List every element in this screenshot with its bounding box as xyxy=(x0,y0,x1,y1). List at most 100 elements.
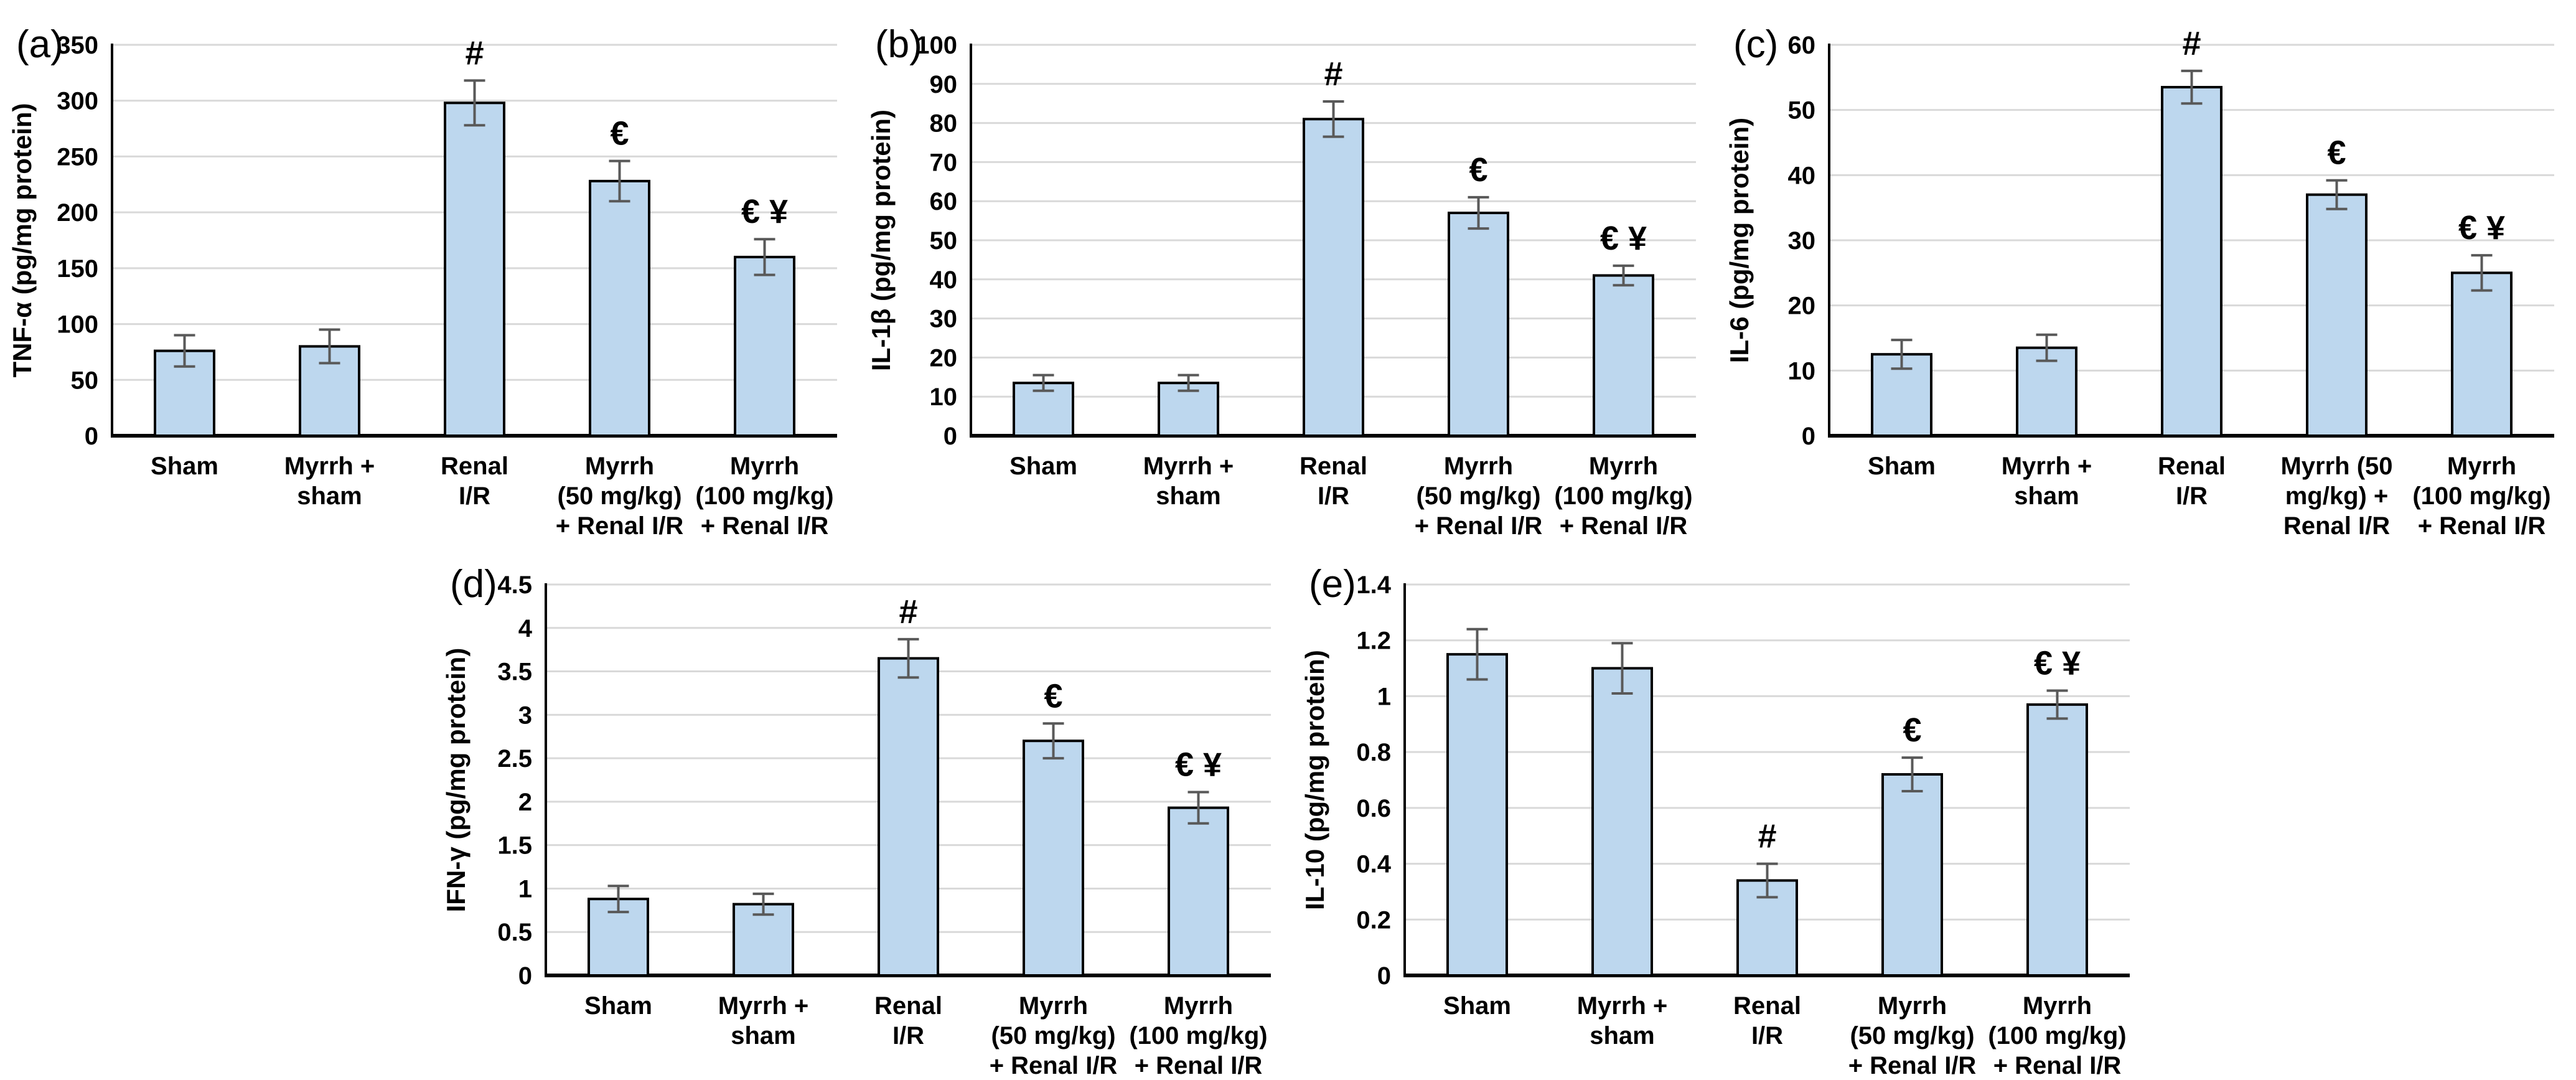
significance-marker: # xyxy=(2182,25,2201,62)
error-bar-myrrh-100-mg-kg-renal-i-r xyxy=(2471,254,2493,292)
chart-svg-e: 0 0.2 0.4 0.6 0.8 1 1.2 1.4 IL-10 (pg/mg protein… xyxy=(1300,563,2130,1079)
x-category-label: Myrrh + xyxy=(718,992,809,1020)
significance-marker: # xyxy=(1758,818,1776,855)
error-bar-myrrh-50-mg-kg-renal-i-r xyxy=(1042,722,1064,760)
x-category-label: + Renal I/R xyxy=(1415,512,1543,540)
y-tick-label: 1.5 xyxy=(497,832,532,860)
error-bar-sham xyxy=(607,885,629,914)
x-category-label: + Renal I/R xyxy=(990,1052,1118,1079)
y-tick-label: 0.8 xyxy=(1356,739,1391,766)
y-tick-label: 0 xyxy=(85,423,98,450)
significance-marker: € xyxy=(1469,151,1487,189)
bar-myrrh-50-mg-kg-renal-i-r xyxy=(1448,212,1509,437)
x-category-label: + Renal I/R xyxy=(1135,1052,1263,1079)
y-tick-label: 90 xyxy=(930,71,958,98)
chart-svg-b: 0 10 20 30 40 50 60 70 80 90 100 IL-1β (pg/mg prote… xyxy=(866,23,1696,540)
bar-myrrh-50-mg-kg-renal-i-r xyxy=(1023,740,1084,977)
x-category-label: I/R xyxy=(892,1022,924,1049)
significance-marker: € ¥ xyxy=(2034,644,2081,682)
y-tick-label: 1.4 xyxy=(1356,571,1391,599)
significance-marker: € ¥ xyxy=(741,193,788,230)
error-bar-sham xyxy=(1033,373,1054,392)
significance-marker: € ¥ xyxy=(1175,746,1222,784)
y-tick-label: 0.5 xyxy=(497,919,532,946)
y-tick-label: 0.2 xyxy=(1356,906,1391,934)
y-tick-label: 20 xyxy=(1788,293,1816,320)
x-category-label: + Renal I/R xyxy=(556,512,684,540)
x-category-label: sham xyxy=(731,1022,796,1049)
error-bar-renal-i-r xyxy=(464,79,485,127)
panel-letter-a: (a) xyxy=(16,23,63,66)
y-tick-label: 30 xyxy=(1788,227,1816,255)
chart-svg-c: 0 10 20 30 40 50 60 IL-6 (pg/mg protein) (c) Sham… xyxy=(1725,23,2554,540)
x-category-label: Sham xyxy=(1443,992,1511,1020)
y-tick-label: 70 xyxy=(930,149,958,176)
y-tick-label: 200 xyxy=(57,199,98,227)
x-category-label: sham xyxy=(1156,482,1221,510)
significance-marker: € xyxy=(1044,677,1062,715)
x-category-label: Myrrh (50 xyxy=(2280,453,2392,480)
y-tick-label: 250 xyxy=(57,143,98,171)
bar-myrrh-50-mg-kg-renal-i-r xyxy=(589,179,650,437)
x-category-label: sham xyxy=(297,482,362,510)
y-tick-label: 3 xyxy=(518,702,532,729)
x-category-label: I/R xyxy=(1751,1022,1783,1049)
x-category-label: (50 mg/kg) xyxy=(991,1022,1115,1049)
x-category-label: sham xyxy=(2014,482,2079,510)
error-bar-myrrh-sham xyxy=(1611,642,1633,695)
error-bar-myrrh-sham xyxy=(319,328,340,365)
x-category-label: I/R xyxy=(459,482,490,510)
bar-myrrh-100-mg-kg-renal-i-r xyxy=(2026,703,2088,977)
y-axis-title: IL-6 (pg/mg protein) xyxy=(1725,118,1754,363)
bar-renal-i-r xyxy=(1303,118,1364,437)
panel-letter-c: (c) xyxy=(1733,23,1778,66)
x-category-label: Renal xyxy=(1733,992,1801,1020)
x-category-label: (100 mg/kg) xyxy=(1988,1022,2126,1049)
x-category-label: + Renal I/R xyxy=(1993,1052,2122,1079)
error-bar-myrrh-100-mg-kg-renal-i-r xyxy=(2046,689,2068,720)
panel-c-il-6-chart: 0 10 20 30 40 50 60 IL-6 (pg/mg protein) (c) Sham… xyxy=(1717,0,2576,540)
x-category-label: (100 mg/kg) xyxy=(695,482,833,510)
x-category-label: Myrrh xyxy=(1444,453,1513,480)
x-category-label: Myrrh + xyxy=(1577,992,1668,1020)
x-category-label: (100 mg/kg) xyxy=(2412,482,2550,510)
x-category-label: (100 mg/kg) xyxy=(1554,482,1692,510)
y-tick-label: 60 xyxy=(930,188,958,215)
bar-myrrh-100-mg-kg-renal-i-r xyxy=(2451,271,2513,437)
error-bar-renal-i-r xyxy=(2181,69,2203,105)
x-category-label: Renal I/R xyxy=(2283,512,2390,540)
y-tick-label: 30 xyxy=(930,306,958,333)
chart-svg-a: 0 50 100 150 200 250 300 350 TNF-α (pg/mg protei… xyxy=(7,23,837,540)
y-axis-title: IL-1β (pg/mg protein) xyxy=(866,110,896,371)
x-category-label: Myrrh xyxy=(2447,453,2516,480)
y-tick-label: 4.5 xyxy=(497,571,532,599)
x-category-label: I/R xyxy=(1318,482,1349,510)
bar-myrrh-100-mg-kg-renal-i-r xyxy=(734,255,795,437)
y-tick-label: 150 xyxy=(57,255,98,283)
significance-marker: € xyxy=(2327,134,2346,172)
significance-marker: # xyxy=(899,593,917,631)
y-tick-label: 3.5 xyxy=(497,659,532,686)
error-bar-myrrh-100-mg-kg-renal-i-r xyxy=(754,238,775,276)
x-category-label: Renal xyxy=(1300,453,1367,480)
x-category-label: Myrrh xyxy=(1164,992,1233,1020)
error-bar-myrrh-50-mg-kg-renal-i-r xyxy=(1468,195,1489,230)
bar-myrrh-100-mg-kg-renal-i-r xyxy=(1593,274,1654,437)
y-tick-label: 50 xyxy=(930,227,958,255)
y-tick-label: 100 xyxy=(916,32,957,59)
x-category-label: Renal xyxy=(2158,453,2226,480)
significance-marker: € xyxy=(610,115,629,153)
y-axis-title: IL-10 (pg/mg protein) xyxy=(1300,650,1329,910)
panel-d-ifn-gamma-chart: 0 0.5 1 1.5 2 2.5 3 3.5 4 4.5 IFN-γ (pg/mg protein… xyxy=(434,540,1293,1080)
panel-e-il-10-chart: 0 0.2 0.4 0.6 0.8 1 1.2 1.4 IL-10 (pg/mg protein… xyxy=(1293,540,2152,1080)
y-tick-label: 1.2 xyxy=(1356,627,1391,655)
bar-myrrh-sham xyxy=(733,903,794,977)
y-tick-label: 10 xyxy=(930,383,958,411)
x-category-label: Myrrh xyxy=(730,453,799,480)
y-tick-label: 350 xyxy=(57,32,98,59)
x-category-label: Myrrh + xyxy=(1143,453,1234,480)
panel-letter-d: (d) xyxy=(450,563,497,606)
significance-marker: € ¥ xyxy=(1600,220,1647,257)
error-bar-myrrh-sham xyxy=(752,892,774,916)
